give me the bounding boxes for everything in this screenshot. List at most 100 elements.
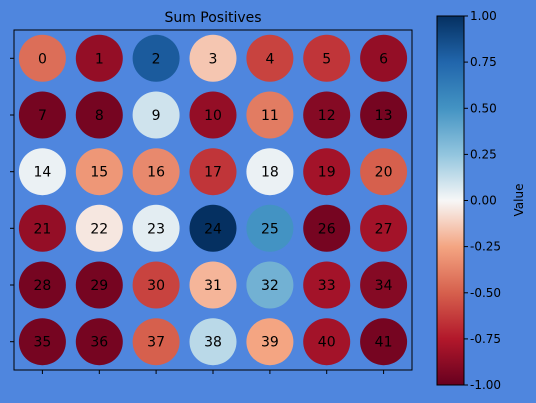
- cell-label: 24: [204, 221, 222, 237]
- cell-label: 28: [33, 278, 51, 294]
- colorbar-tick-label: 0.25: [470, 147, 497, 161]
- heatmap-cell: [246, 148, 294, 196]
- heatmap-cell: [360, 91, 408, 139]
- heatmap-cell: [360, 34, 408, 82]
- heatmap-cell: [189, 34, 237, 82]
- heatmap-cell: [303, 318, 351, 366]
- cell-label: 22: [90, 221, 108, 237]
- cell-label: 34: [375, 278, 393, 294]
- cell-label: 9: [152, 108, 161, 124]
- heatmap-cell: [132, 318, 180, 366]
- cell-label: 19: [318, 165, 336, 181]
- cell-label: 2: [152, 51, 161, 67]
- cell-label: 30: [147, 278, 165, 294]
- cell-label: 0: [38, 51, 47, 67]
- heatmap-cell: [246, 91, 294, 139]
- colorbar: [436, 15, 465, 386]
- cell-label: 12: [318, 108, 336, 124]
- heatmap-cell: [18, 91, 66, 139]
- cell-label: 39: [261, 335, 279, 351]
- cell-label: 35: [33, 335, 51, 351]
- heatmap-cell: [132, 34, 180, 82]
- cell-label: 1: [95, 51, 104, 67]
- heatmap-cell: [360, 261, 408, 309]
- cell-label: 40: [318, 335, 336, 351]
- cell-label: 4: [265, 51, 274, 67]
- colorbar-ticks: -1.00 -0.75 -0.50 -0.25 0.00 0.25 0.50 0.75 1.00: [464, 9, 501, 392]
- heatmap-cell: [18, 204, 66, 252]
- colorbar-tick-label: 0.00: [470, 194, 497, 208]
- heatmap-cell: [303, 204, 351, 252]
- heatmap-cell: [18, 34, 66, 82]
- colorbar-label: Value: [512, 184, 526, 217]
- cell-label: 41: [375, 335, 393, 351]
- heatmap-cell: [75, 318, 123, 366]
- colorbar-tick-label: -0.50: [470, 286, 501, 300]
- heatmap-cell: [18, 148, 66, 196]
- heatmap-cell: [75, 261, 123, 309]
- heatmap-cell: [303, 91, 351, 139]
- colorbar-tick-label: 1.00: [470, 9, 497, 23]
- colorbar-tick-label: -1.00: [470, 378, 501, 392]
- heatmap-cell: [75, 204, 123, 252]
- heatmap-cell: [18, 318, 66, 366]
- colorbar-tick-label: 0.50: [470, 101, 497, 115]
- chart-title: Sum Positives: [164, 10, 261, 26]
- colorbar-tick-label: -0.25: [470, 240, 501, 254]
- cell-label: 23: [147, 221, 165, 237]
- cell-label: 36: [90, 335, 108, 351]
- cell-label: 18: [261, 165, 279, 181]
- colorbar-tick-label: -0.75: [470, 332, 501, 346]
- cell-label: 25: [261, 221, 279, 237]
- heatmap-cell: [132, 148, 180, 196]
- heatmap-cell: [360, 204, 408, 252]
- cell-label: 31: [204, 278, 222, 294]
- cell-label: 11: [261, 108, 279, 124]
- cell-label: 32: [261, 278, 279, 294]
- heatmap-cell: [303, 34, 351, 82]
- heatmap-cell: [189, 318, 237, 366]
- cell-label: 29: [90, 278, 108, 294]
- heatmap-cell: [132, 91, 180, 139]
- cell-label: 26: [318, 221, 336, 237]
- cell-label: 6: [379, 51, 388, 67]
- cell-label: 3: [209, 51, 218, 67]
- heatmap-cell: [75, 91, 123, 139]
- heatmap-cell: [189, 261, 237, 309]
- colorbar-tick-label: 0.75: [470, 55, 497, 69]
- cell-label: 5: [322, 51, 331, 67]
- cell-label: 13: [375, 108, 393, 124]
- cell-label: 16: [147, 165, 165, 181]
- heatmap-cell: [132, 204, 180, 252]
- cell-label: 27: [375, 221, 393, 237]
- cell-label: 20: [375, 165, 393, 181]
- cell-label: 7: [38, 108, 47, 124]
- y-axis-ticks: [10, 57, 14, 343]
- heatmap-cell: [303, 148, 351, 196]
- heatmap-cell: [246, 318, 294, 366]
- cell-label: 8: [95, 108, 104, 124]
- cell-label: 21: [33, 221, 51, 237]
- heatmap-cell: [303, 261, 351, 309]
- cell-label: 37: [147, 335, 165, 351]
- heatmap-cell: [189, 204, 237, 252]
- cell-label: 38: [204, 335, 222, 351]
- cell-label: 17: [204, 165, 222, 181]
- heatmap-cell: [246, 261, 294, 309]
- heatmap-cell: [75, 148, 123, 196]
- heatmap-cell: [360, 318, 408, 366]
- heatmap-cell: [246, 34, 294, 82]
- cell-label: 15: [90, 165, 108, 181]
- cell-label: 10: [204, 108, 222, 124]
- x-axis-ticks: [41, 370, 385, 374]
- heatmap-cell: [189, 91, 237, 139]
- heatmap-cell: [132, 261, 180, 309]
- cell-label: 33: [318, 278, 336, 294]
- heatmap-cell: [246, 204, 294, 252]
- cell-label: 14: [33, 165, 51, 181]
- heatmap-cell: [75, 34, 123, 82]
- heatmap-cell: [18, 261, 66, 309]
- heatmap-cell: [360, 148, 408, 196]
